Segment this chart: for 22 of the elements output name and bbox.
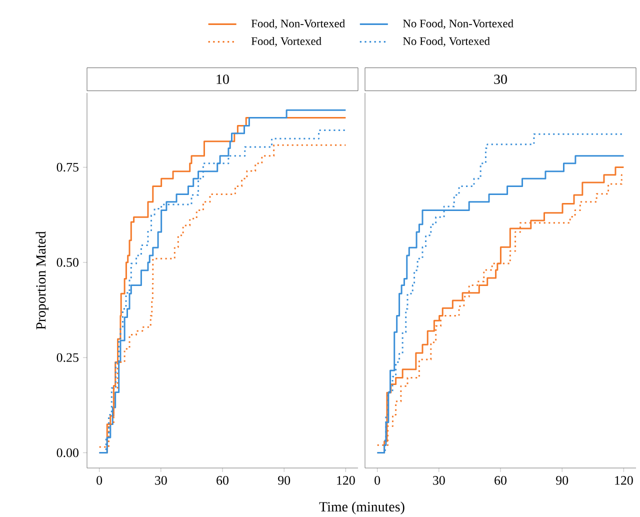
x-tick-label: 30	[155, 476, 167, 485]
legend-label: No Food, Non-Vortexed	[403, 19, 514, 30]
x-tick-label: 0	[374, 476, 380, 485]
x-axis-title: Time (minutes)	[319, 502, 404, 514]
legend-label: No Food, Vortexed	[403, 36, 490, 47]
chart-title: 30	[494, 74, 507, 84]
y-tick-label: 0.00	[56, 448, 78, 458]
x-tick-label: 60	[494, 476, 506, 485]
x-tick-label: 120	[615, 476, 633, 485]
legend-label: Food, Non-Vortexed	[251, 19, 345, 30]
x-tick-label: 120	[337, 476, 355, 485]
y-tick-label: 0.50	[56, 258, 78, 267]
legend-label: Food, Vortexed	[251, 36, 322, 47]
chart-title: 10	[216, 74, 229, 84]
x-tick-label: 90	[278, 476, 290, 485]
x-tick-label: 90	[556, 476, 568, 485]
y-axis-title: Proportion Mated	[36, 231, 48, 330]
x-tick-label: 60	[216, 476, 228, 485]
x-tick-label: 30	[433, 476, 445, 485]
y-tick-label: 0.25	[56, 353, 78, 362]
x-tick-label: 0	[96, 476, 102, 485]
y-tick-label: 0.75	[56, 162, 78, 172]
